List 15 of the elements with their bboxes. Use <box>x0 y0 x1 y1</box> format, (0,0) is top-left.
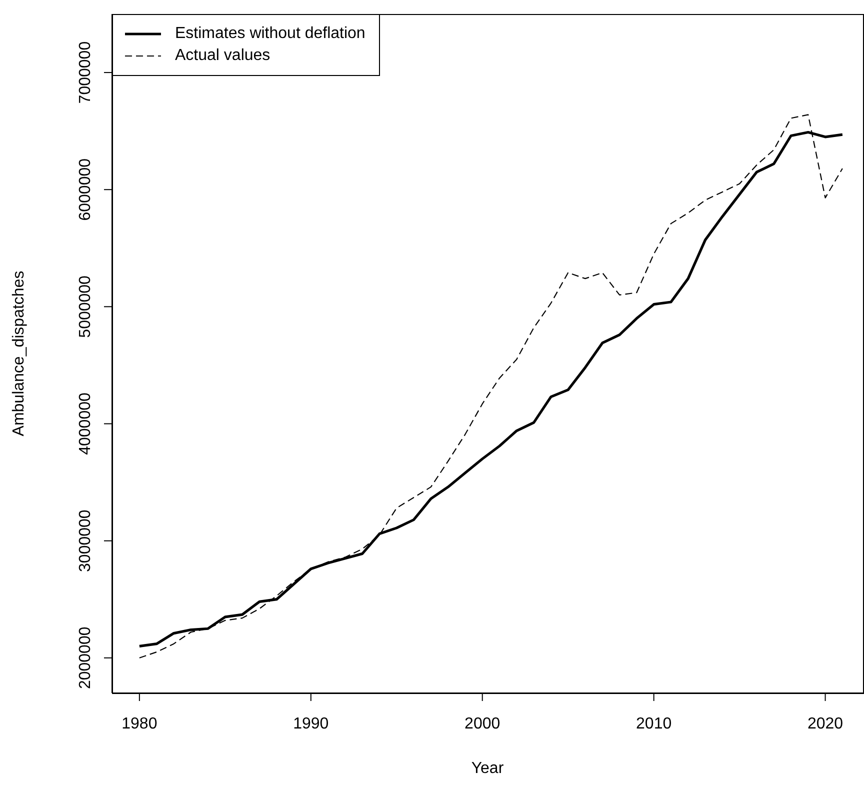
x-tick-label: 1990 <box>293 715 329 732</box>
y-tick-label: 4000000 <box>77 392 94 455</box>
legend-label: Actual values <box>175 47 270 65</box>
legend-label: Estimates without deflation <box>175 25 366 43</box>
y-axis-title: Ambulance_dispatches <box>10 270 28 436</box>
x-tick-label: 2020 <box>807 715 844 732</box>
x-tick-label: 2000 <box>464 715 500 732</box>
y-tick-label: 6000000 <box>77 158 94 221</box>
y-tick-label: 2000000 <box>77 626 94 690</box>
x-tick-label: 2010 <box>636 715 672 732</box>
y-tick-label: 3000000 <box>77 510 94 572</box>
y-tick-label: 5000000 <box>77 275 94 338</box>
y-tick-label: 7000000 <box>77 41 94 104</box>
x-axis-title: Year <box>471 760 504 777</box>
x-tick-label: 1980 <box>122 715 158 732</box>
